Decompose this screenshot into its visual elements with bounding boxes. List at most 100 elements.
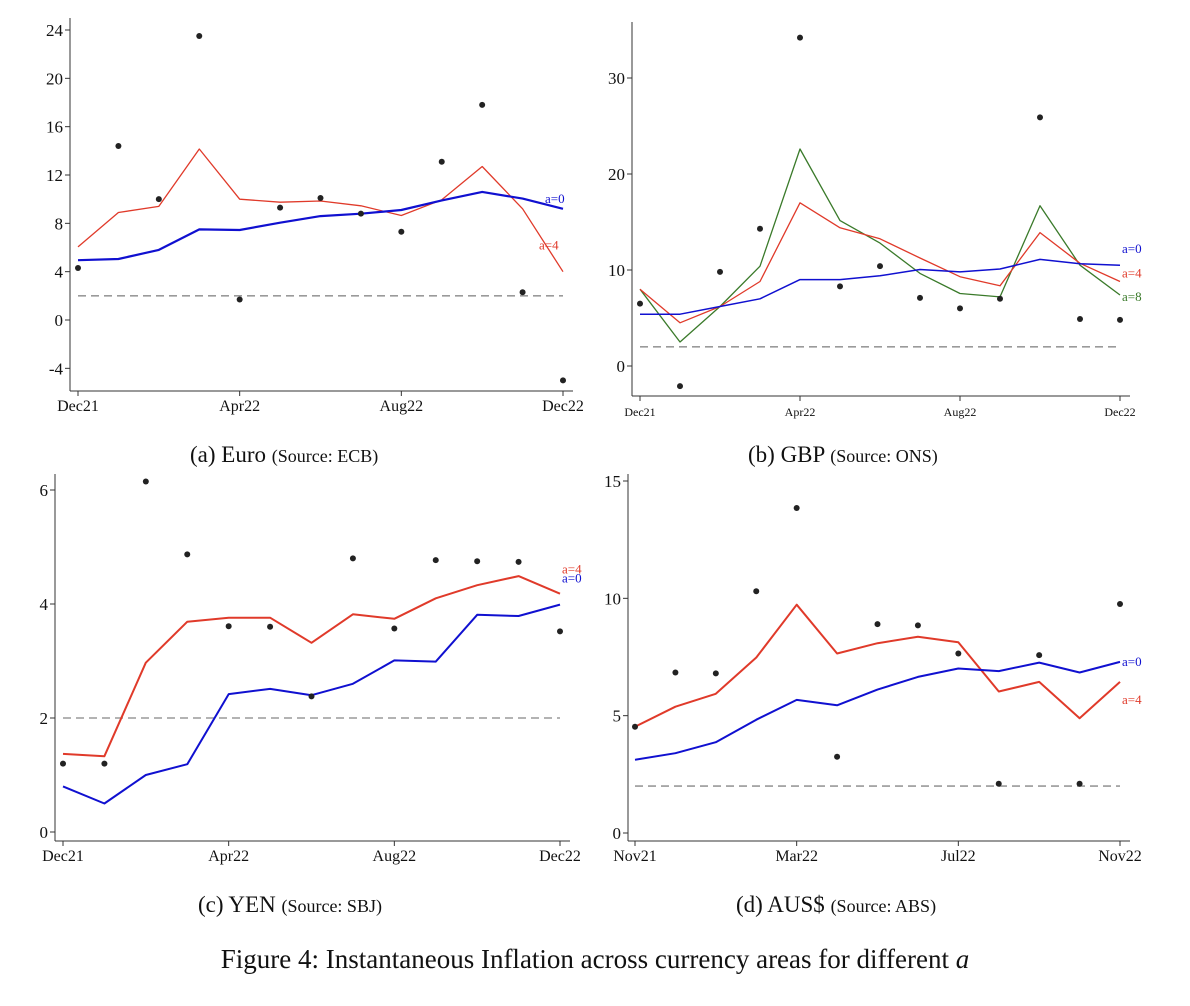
- y-tick-label: 4: [40, 595, 49, 614]
- data-point: [753, 588, 760, 595]
- caption-ausd: (d) AUS$ (Source: ABS): [736, 892, 936, 918]
- data-point: [957, 305, 963, 312]
- data-point: [236, 296, 243, 303]
- caption-yen: (c) YEN (Source: SBJ): [198, 892, 382, 918]
- data-point: [155, 196, 162, 203]
- series-label: a=0: [562, 571, 582, 586]
- data-point: [60, 760, 66, 767]
- series-line-a4: [62, 575, 561, 758]
- y-tick-label: 15: [604, 472, 621, 491]
- data-point: [519, 289, 526, 296]
- data-point: [637, 300, 643, 307]
- data-point: [398, 228, 405, 235]
- y-tick-label: 30: [608, 69, 625, 88]
- x-tick-label: Dec22: [1104, 405, 1135, 419]
- data-point: [717, 268, 723, 275]
- x-tick-label: Dec21: [42, 848, 84, 865]
- data-point: [1077, 315, 1083, 322]
- caption-gbp: (b) GBP (Source: ONS): [748, 442, 938, 468]
- x-tick-label: Nov22: [1098, 848, 1142, 865]
- series-label: a=0: [1122, 654, 1142, 669]
- caption-gbp-label: (b) GBP: [748, 442, 825, 467]
- data-point: [797, 34, 803, 41]
- data-point: [1117, 600, 1123, 607]
- series-line-a0: [640, 258, 1121, 315]
- caption-yen-label: (c) YEN: [198, 892, 276, 917]
- panel-yen: 0 2 4 6 Dec21 Apr22 Aug22 Dec22 a=0 a=4 (c) YEN (…: [0, 0, 595, 930]
- data-point: [115, 143, 122, 149]
- data-point: [917, 294, 923, 301]
- series-label: a=4: [1122, 692, 1142, 707]
- y-tick-label: 12: [46, 166, 63, 185]
- data-point: [632, 723, 638, 730]
- series-label: a=4: [1122, 266, 1142, 281]
- data-point: [225, 623, 232, 630]
- data-point: [834, 753, 841, 760]
- caption-euro-label: (a) Euro: [190, 442, 266, 467]
- y-tick-label: 2: [40, 709, 49, 728]
- data-point: [184, 551, 191, 558]
- y-tick-label: 24: [46, 21, 64, 40]
- x-tick-label: Aug22: [380, 398, 424, 415]
- data-point: [874, 621, 881, 628]
- data-point: [357, 210, 364, 217]
- data-point: [267, 623, 274, 630]
- x-tick-label: Dec21: [624, 405, 655, 419]
- series-line-a0: [634, 660, 1121, 761]
- data-point: [196, 33, 203, 40]
- caption-ausd-label: (d) AUS$: [736, 892, 825, 917]
- figure-caption-variable: a: [955, 944, 970, 974]
- y-tick-label: 4: [55, 263, 64, 282]
- data-point: [1117, 316, 1123, 323]
- x-tick-label: Dec22: [542, 398, 584, 415]
- data-point: [995, 780, 1002, 787]
- figure-caption-text: Figure 4: Instantaneous Inflation across…: [220, 944, 956, 974]
- data-point: [672, 669, 679, 676]
- y-tick-label: 20: [608, 165, 625, 184]
- caption-yen-source: (Source: SBJ): [281, 896, 382, 916]
- data-point: [1036, 652, 1043, 659]
- data-point: [877, 263, 883, 270]
- panel-gbp: 0 10 20 30 Dec21 Apr22 Aug22 Dec22 a=0 a=4 a=8 (b)…: [0, 0, 1190, 467]
- x-tick-label: Aug22: [944, 405, 977, 419]
- data-point: [515, 558, 522, 565]
- data-point: [793, 504, 800, 511]
- data-point: [277, 204, 284, 211]
- chart-euro: -4 0 4 8 12 16 20 24 Dec21 Apr22 Aug22 Dec22 a=0 a=4: [46, 18, 584, 415]
- data-point: [1037, 114, 1043, 121]
- data-point: [757, 225, 763, 232]
- data-point: [349, 555, 356, 562]
- data-point: [1076, 780, 1083, 787]
- x-tick-label: Jul22: [941, 848, 976, 865]
- series-label: a=4: [562, 562, 582, 577]
- x-tick-label: Apr22: [219, 398, 260, 415]
- x-tick-label: Apr22: [785, 405, 816, 419]
- series-label: a=0: [545, 191, 565, 206]
- y-tick-label: 0: [55, 311, 64, 330]
- data-point: [432, 557, 439, 564]
- data-point: [677, 383, 683, 390]
- y-tick-label: 6: [40, 481, 49, 500]
- y-tick-label: 0: [617, 357, 626, 376]
- data-point: [308, 693, 315, 700]
- y-tick-label: 0: [40, 823, 49, 842]
- y-tick-label: 20: [46, 69, 63, 88]
- y-tick-label: 0: [613, 824, 622, 843]
- y-tick-label: -4: [49, 359, 64, 378]
- chart-yen: 0 2 4 6 Dec21 Apr22 Aug22 Dec22 a=0a=4: [40, 474, 582, 865]
- data-point: [101, 760, 108, 767]
- x-tick-label: Nov21: [613, 848, 657, 865]
- figure-caption: Figure 4: Instantaneous Inflation across…: [0, 944, 1190, 975]
- y-tick-label: 16: [46, 118, 63, 137]
- y-tick-label: 10: [608, 261, 625, 280]
- caption-ausd-source: (Source: ABS): [830, 896, 937, 916]
- data-point: [438, 158, 445, 165]
- data-point: [837, 283, 843, 290]
- caption-euro-source: (Source: ECB): [271, 446, 379, 466]
- data-point: [317, 194, 324, 201]
- series-label: a=0: [1122, 241, 1142, 256]
- data-point: [474, 558, 481, 565]
- x-tick-label: Mar22: [775, 848, 818, 865]
- series-label: a=8: [1122, 289, 1142, 304]
- data-point: [712, 670, 719, 677]
